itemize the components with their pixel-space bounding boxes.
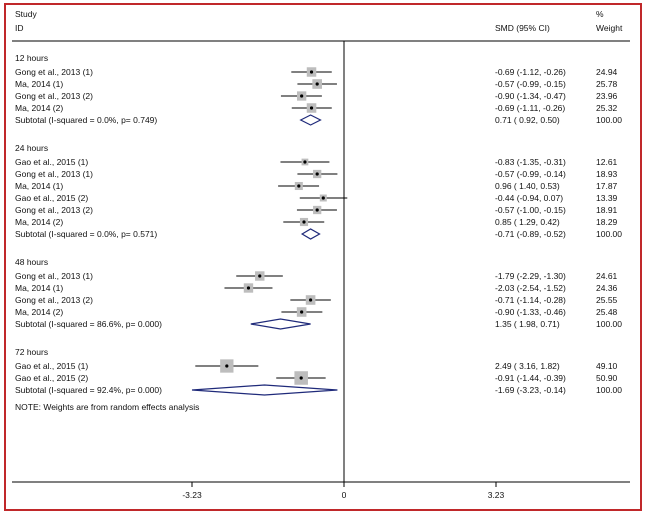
effect-text: -0.57 (-1.00, -0.15) <box>495 205 566 215</box>
weight-text: 24.36 <box>596 283 618 293</box>
effect-text: 0.96 ( 1.40, 0.53) <box>495 181 560 191</box>
effect-text: -0.91 (-1.44, -0.39) <box>495 373 566 383</box>
header-study: Study <box>15 9 37 19</box>
subtotal-diamond <box>299 114 322 126</box>
subtotal-label: Subtotal (I-squared = 86.6%, p= 0.000) <box>15 319 162 329</box>
header-id: ID <box>15 23 24 33</box>
weight-text: 17.87 <box>596 181 618 191</box>
point-estimate <box>303 160 307 164</box>
point-estimate <box>309 106 314 110</box>
weight-text: 50.90 <box>596 373 618 383</box>
study-label: Gong et al., 2013 (2) <box>15 295 93 305</box>
group-title: 12 hours <box>15 53 48 63</box>
weight-text: 18.29 <box>596 217 618 227</box>
effect-text: -0.69 (-1.12, -0.26) <box>495 67 566 77</box>
weight-text: 24.61 <box>596 271 618 281</box>
point-estimate <box>297 184 301 188</box>
point-estimate <box>300 310 304 314</box>
point-estimate <box>308 298 313 302</box>
effect-text: -0.57 (-0.99, -0.14) <box>495 169 566 179</box>
study-label: Gong et al., 2013 (1) <box>15 67 93 77</box>
subtotal-weight-text: 100.00 <box>596 385 622 395</box>
subtotal-diamond <box>250 318 311 330</box>
point-estimate <box>315 208 319 212</box>
subtotal-effect-text: -0.71 (-0.89, -0.52) <box>495 229 566 239</box>
group-title: 24 hours <box>15 143 48 153</box>
effect-text: -0.44 (-0.94, 0.07) <box>495 193 563 203</box>
x-tick-label: -3.23 <box>182 490 202 500</box>
study-label: Ma, 2014 (2) <box>15 217 63 227</box>
x-tick-label: 0 <box>342 490 347 500</box>
weight-text: 24.94 <box>596 67 618 77</box>
study-label: Ma, 2014 (2) <box>15 307 63 317</box>
point-estimate <box>300 94 304 98</box>
weight-text: 25.55 <box>596 295 618 305</box>
subtotal-label: Subtotal (I-squared = 0.0%, p= 0.571) <box>15 229 157 239</box>
study-label: Gao et al., 2015 (2) <box>15 373 88 383</box>
study-label: Gao et al., 2015 (1) <box>15 157 88 167</box>
point-estimate <box>321 196 325 200</box>
weight-text: 12.61 <box>596 157 618 167</box>
effect-text: -0.90 (-1.34, -0.47) <box>495 91 566 101</box>
weight-text: 25.32 <box>596 103 618 113</box>
subtotal-diamond <box>300 228 321 240</box>
effect-text: -1.79 (-2.29, -1.30) <box>495 271 566 281</box>
point-estimate <box>299 376 303 380</box>
weight-text: 18.93 <box>596 169 618 179</box>
weight-text: 49.10 <box>596 361 618 371</box>
study-label: Ma, 2014 (1) <box>15 79 63 89</box>
point-estimate <box>315 172 319 176</box>
header-weight: Weight <box>596 23 623 33</box>
subtotal-label: Subtotal (I-squared = 92.4%, p= 0.000) <box>15 385 162 395</box>
header-weight-top: % <box>596 9 604 19</box>
weight-text: 18.91 <box>596 205 618 215</box>
effect-text: -0.90 (-1.33, -0.46) <box>495 307 566 317</box>
weight-text: 23.96 <box>596 91 618 101</box>
effect-text: -0.71 (-1.14, -0.28) <box>495 295 566 305</box>
study-label: Ma, 2014 (1) <box>15 181 63 191</box>
weight-text: 13.39 <box>596 193 618 203</box>
subtotal-weight-text: 100.00 <box>596 229 622 239</box>
weights-note: NOTE: Weights are from random effects an… <box>15 402 199 412</box>
subtotal-effect-text: 1.35 ( 1.98, 0.71) <box>495 319 560 329</box>
weight-text: 25.48 <box>596 307 618 317</box>
study-label: Gong et al., 2013 (2) <box>15 91 93 101</box>
subtotal-diamond <box>191 384 338 396</box>
point-estimate <box>246 286 251 290</box>
subtotal-weight-text: 100.00 <box>596 319 622 329</box>
point-estimate <box>258 274 262 278</box>
effect-text: 0.85 ( 1.29, 0.42) <box>495 217 560 227</box>
study-label: Gao et al., 2015 (2) <box>15 193 88 203</box>
subtotal-weight-text: 100.00 <box>596 115 622 125</box>
group-title: 72 hours <box>15 347 48 357</box>
point-estimate <box>309 70 314 74</box>
effect-text: -2.03 (-2.54, -1.52) <box>495 283 566 293</box>
study-label: Gong et al., 2013 (2) <box>15 205 93 215</box>
subtotal-label: Subtotal (I-squared = 0.0%, p= 0.749) <box>15 115 157 125</box>
subtotal-effect-text: 0.71 ( 0.92, 0.50) <box>495 115 560 125</box>
study-label: Gong et al., 2013 (1) <box>15 271 93 281</box>
group-title: 48 hours <box>15 257 48 267</box>
study-label: Gong et al., 2013 (1) <box>15 169 93 179</box>
weight-text: 25.78 <box>596 79 618 89</box>
effect-text: -0.69 (-1.11, -0.26) <box>495 103 565 113</box>
x-tick-label: 3.23 <box>488 490 505 500</box>
point-estimate <box>225 364 229 368</box>
subtotal-effect-text: -1.69 (-3.23, -0.14) <box>495 385 566 395</box>
effect-text: -0.57 (-0.99, -0.15) <box>495 79 566 89</box>
study-label: Gao et al., 2015 (1) <box>15 361 88 371</box>
header-effect: SMD (95% CI) <box>495 23 550 33</box>
point-estimate <box>302 220 306 224</box>
effect-text: -0.83 (-1.35, -0.31) <box>495 157 566 167</box>
point-estimate <box>315 82 319 86</box>
chart-frame <box>4 3 642 511</box>
study-label: Ma, 2014 (2) <box>15 103 63 113</box>
study-label: Ma, 2014 (1) <box>15 283 63 293</box>
effect-text: 2.49 ( 3.16, 1.82) <box>495 361 560 371</box>
